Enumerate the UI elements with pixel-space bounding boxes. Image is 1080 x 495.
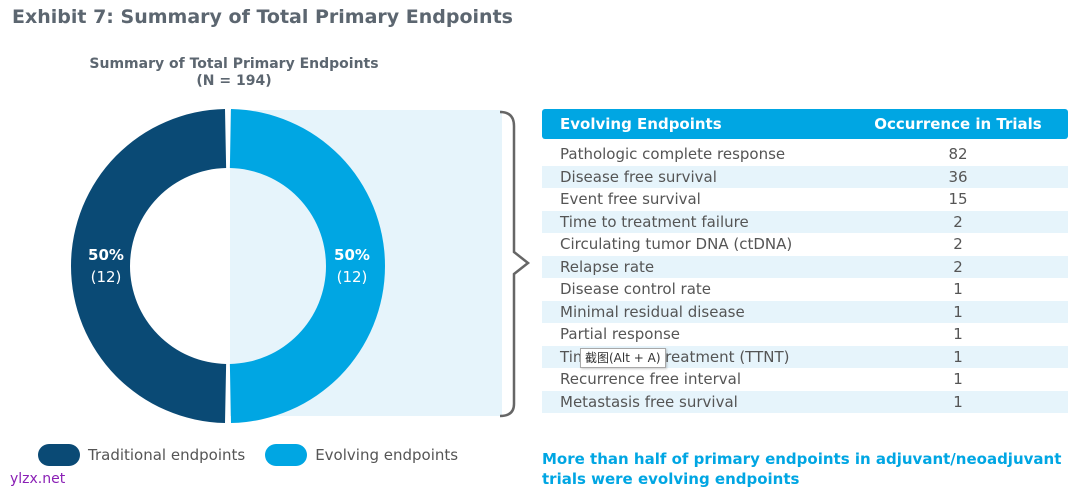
endpoint-count: 2 [953,235,963,254]
endpoint-name: Circulating tumor DNA (ctDNA) [560,235,793,254]
table-row: Pathologic complete response 82 [542,143,1068,166]
table-row: Disease free survival 36 [542,165,1068,188]
table-row: Minimal residual disease 1 [542,300,1068,323]
exhibit-title: Exhibit 7: Summary of Total Primary Endp… [12,6,513,28]
endpoint-name: Pathologic complete response [560,145,786,164]
callout-text: More than half of primary endpoints in a… [542,450,1062,488]
evolving-count-label: (12) [337,268,368,286]
endpoint-count: 82 [948,145,968,164]
bracket [499,110,531,418]
endpoint-name: Minimal residual disease [560,302,745,321]
chart-title: Summary of Total Primary Endpoints (N = … [84,56,384,90]
legend-swatch-evolving [265,444,308,466]
table-row: Disease control rate 1 [542,278,1068,301]
table-row: Circulating tumor DNA (ctDNA) 2 [542,233,1068,256]
chart-subtitle: (N = 194) [196,73,272,89]
table-row: Time to treatment failure 2 [542,210,1068,233]
endpoint-count: 2 [953,257,963,276]
endpoint-count: 1 [953,370,963,389]
table-header: Evolving Endpoints Occurrence in Trials [542,109,1068,139]
endpoint-name: Recurrence free interval [560,370,741,389]
endpoint-count: 1 [953,302,963,321]
table-row: Relapse rate 2 [542,255,1068,278]
endpoint-count: 15 [948,190,968,209]
table-row: Partial response 1 [542,323,1068,346]
screenshot-tooltip: 截图(Alt + A) [580,348,666,368]
endpoint-name: Time to treatment failure [560,212,749,231]
evolving-percent-label: 50% [334,246,370,264]
header-endpoints: Evolving Endpoints [560,115,722,133]
endpoint-count: 1 [953,347,963,366]
endpoint-count: 1 [953,325,963,344]
chart-title-text: Summary of Total Primary Endpoints [89,56,379,72]
legend-label-evolving: Evolving endpoints [315,446,459,464]
legend-swatch-traditional [38,444,80,466]
traditional-count-label: (12) [91,268,122,286]
endpoint-count: 1 [953,280,963,299]
endpoint-count: 36 [948,167,968,186]
traditional-percent-label: 50% [88,246,124,264]
slice-evolving [229,109,386,423]
legend-item-evolving: Evolving endpoints [265,444,458,466]
endpoint-name: Disease free survival [560,167,717,186]
table-row: Metastasis free survival 1 [542,390,1068,413]
endpoint-name: Metastasis free survival [560,392,738,411]
endpoint-name: Relapse rate [560,257,655,276]
endpoint-name: Event free survival [560,190,701,209]
header-occurrence: Occurrence in Trials [874,115,1042,133]
table-row: Recurrence free interval 1 [542,368,1068,391]
endpoint-count: 1 [953,392,963,411]
table-row: Event free survival 15 [542,188,1068,211]
table-body: Pathologic complete response 82 Disease fr… [542,143,1068,413]
endpoint-count: 2 [953,212,963,231]
watermark: ylzx.net [10,471,66,487]
legend: Traditional endpoints Evolving endpoints [38,444,478,466]
endpoint-name: Partial response [560,325,681,344]
legend-item-traditional: Traditional endpoints [38,444,245,466]
evolving-endpoints-table: Evolving Endpoints Occurrence in Trials … [542,109,1068,413]
legend-label-traditional: Traditional endpoints [88,446,246,464]
endpoint-name: Disease control rate [560,280,711,299]
slice-traditional [70,109,227,423]
